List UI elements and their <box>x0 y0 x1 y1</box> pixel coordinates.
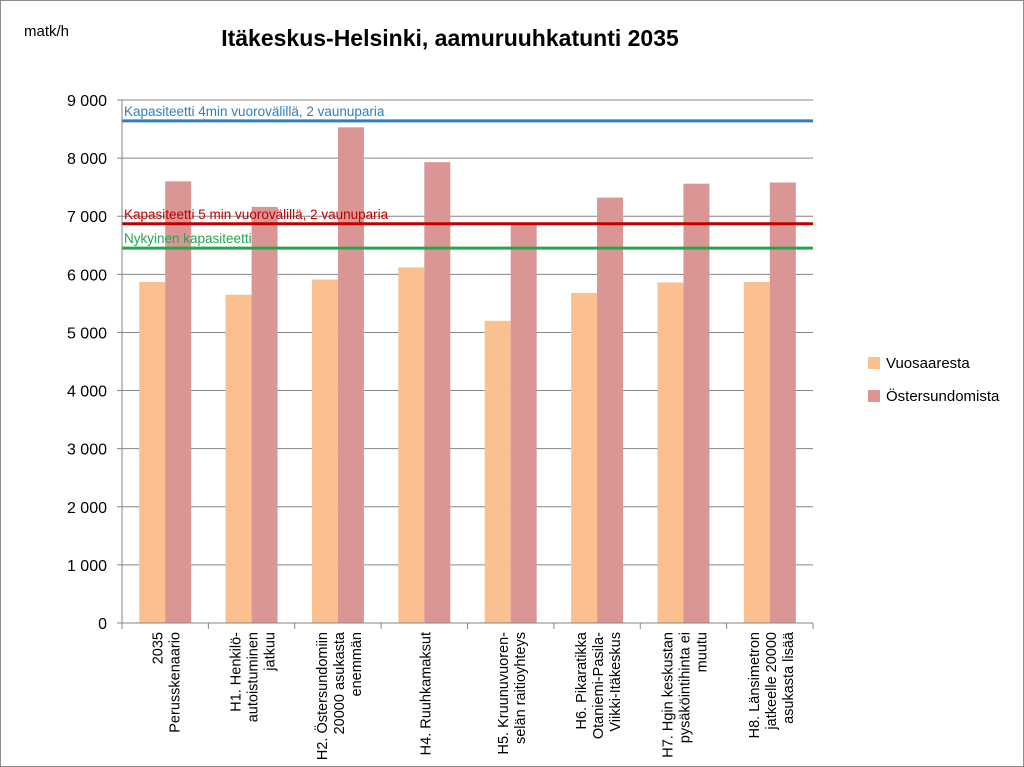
y-axis-label: matk/h <box>24 23 69 40</box>
reference-line-label: Nykyinen kapasiteetti <box>124 231 252 246</box>
x-category-label: enemmän <box>349 632 365 696</box>
x-category-label: Viikki-Itäkeskus <box>608 632 624 732</box>
x-category-label: asukasta lisää <box>781 631 797 724</box>
x-category-label: H1. Henkilö- <box>229 632 245 712</box>
bar-vuosaaresta <box>571 292 598 623</box>
legend-label: Vuosaaresta <box>886 355 970 372</box>
y-tick-label: 9 000 <box>67 93 107 110</box>
y-tick-label: 6 000 <box>67 267 107 284</box>
bar-ostersundomista <box>597 197 624 624</box>
x-category-label: autoistuminen <box>246 632 262 722</box>
bar-vuosaaresta <box>743 281 770 623</box>
reference-lines: Kapasiteetti 4min vuorovälillä, 2 vaunup… <box>122 104 813 250</box>
x-category-label: H5. Kruunuvuoren- <box>496 632 512 755</box>
y-tick-label: 2 000 <box>67 500 107 517</box>
bars <box>139 127 796 624</box>
bar-vuosaaresta <box>311 279 338 623</box>
reference-line-label: Kapasiteetti 4min vuorovälillä, 2 vaunup… <box>124 104 385 119</box>
x-category-label: Perusskenaario <box>168 632 184 733</box>
x-category-label: H4. Ruuhkamaksut <box>418 632 434 755</box>
bar-ostersundomista <box>424 162 451 623</box>
x-category-label: 20000 asukasta <box>332 631 348 734</box>
reference-line-label: Kapasiteetti 5 min vuorovälillä, 2 vaunu… <box>124 207 389 222</box>
bar-ostersundomista <box>165 181 192 623</box>
bar-ostersundomista <box>683 183 710 623</box>
bar-vuosaaresta <box>484 320 511 623</box>
y-tick-label: 8 000 <box>67 151 107 168</box>
x-category-label: 2035 <box>151 632 167 664</box>
x-category-label: muutu <box>694 632 710 672</box>
x-category-label: jatkuu <box>263 632 279 672</box>
x-category-label: H6. Pikaratikka <box>574 631 590 729</box>
bar-ostersundomista <box>510 224 537 623</box>
legend-label: Östersundomista <box>886 387 1000 405</box>
bar-vuosaaresta <box>657 282 684 623</box>
bar-ostersundomista <box>769 182 796 624</box>
x-category-label: pysäköintihinta ei <box>677 632 693 743</box>
bar-vuosaaresta <box>139 281 166 623</box>
axes: 0 1 000 2 000 3 000 4 000 5 000 6 000 7 000 8 00… <box>67 93 814 760</box>
x-category-label: Otaniemi-Pasila- <box>591 632 607 739</box>
x-category-label: jatkeelle 20000 <box>764 632 780 731</box>
y-tick-label: 7 000 <box>67 209 107 226</box>
legend-swatch <box>868 357 880 369</box>
x-category-label: selän raitioyhteys <box>513 632 529 744</box>
y-tick-label: 0 <box>98 616 107 633</box>
x-category-label: H7. Hgin keskustan <box>660 632 676 758</box>
legend: Vuosaaresta Östersundomista <box>868 355 1000 405</box>
bar-vuosaaresta <box>398 267 425 623</box>
bar-ostersundomista <box>337 127 364 623</box>
y-tick-label: 4 000 <box>67 384 107 401</box>
x-category-label: H2. Östersundomiin <box>313 632 331 760</box>
y-tick-label: 1 000 <box>67 558 107 575</box>
legend-swatch <box>868 390 880 402</box>
y-tick-label: 3 000 <box>67 442 107 459</box>
bar-vuosaaresta <box>225 294 252 623</box>
bar-ostersundomista <box>251 206 278 623</box>
y-tick-label: 5 000 <box>67 325 107 342</box>
x-category-label: H8. Länsimetron <box>747 632 763 738</box>
chart-title: Itäkeskus-Helsinki, aamuruuhkatunti 2035 <box>221 25 679 51</box>
